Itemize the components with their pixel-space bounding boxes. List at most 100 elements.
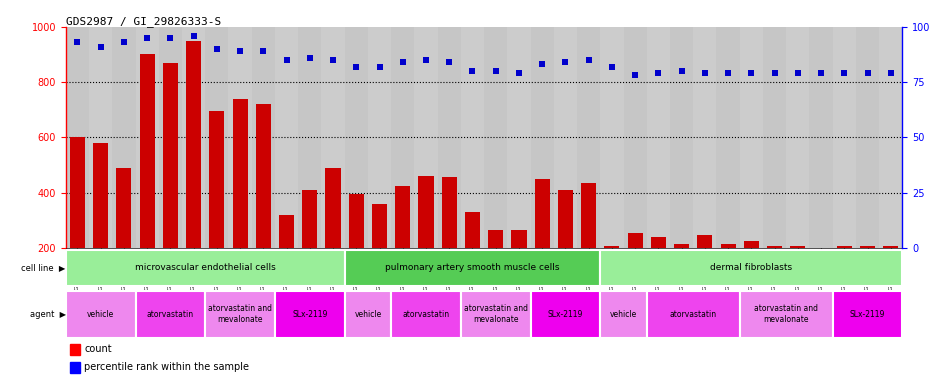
Bar — [693, 27, 716, 248]
Text: atorvastatin and
mevalonate: atorvastatin and mevalonate — [208, 305, 272, 324]
Bar — [325, 168, 340, 303]
Bar — [763, 27, 786, 248]
Bar — [70, 137, 85, 303]
Bar — [89, 27, 112, 248]
Bar — [368, 27, 391, 248]
Bar — [438, 27, 461, 248]
Bar — [117, 168, 132, 303]
Bar — [461, 27, 484, 248]
Bar — [647, 27, 670, 248]
Bar — [884, 247, 899, 303]
Bar — [349, 194, 364, 303]
Bar — [345, 250, 601, 286]
Bar — [530, 291, 601, 338]
Bar — [298, 27, 321, 248]
Bar — [70, 344, 80, 355]
Bar — [647, 291, 740, 338]
Bar — [740, 27, 763, 248]
Text: dermal fibroblasts: dermal fibroblasts — [711, 263, 792, 272]
Text: atorvastatin and
mevalonate: atorvastatin and mevalonate — [463, 305, 527, 324]
Text: SLx-2119: SLx-2119 — [850, 310, 885, 319]
Bar — [674, 244, 689, 303]
Bar — [182, 27, 205, 248]
Bar — [601, 250, 902, 286]
Bar — [321, 27, 345, 248]
Bar — [372, 204, 387, 303]
Bar — [601, 27, 623, 248]
Bar — [303, 190, 318, 303]
Bar — [740, 291, 833, 338]
Bar — [856, 27, 879, 248]
Bar — [66, 291, 135, 338]
Bar — [256, 104, 271, 303]
Bar — [66, 250, 345, 286]
Bar — [418, 176, 433, 303]
Text: GDS2987 / GI_29826333-S: GDS2987 / GI_29826333-S — [66, 16, 221, 27]
Bar — [205, 291, 274, 338]
Bar — [210, 111, 225, 303]
Text: atorvastatin: atorvastatin — [402, 310, 449, 319]
Bar — [833, 27, 856, 248]
Bar — [345, 27, 368, 248]
Bar — [813, 248, 829, 303]
Bar — [112, 27, 135, 248]
Bar — [252, 27, 274, 248]
Bar — [465, 212, 480, 303]
Bar — [767, 247, 782, 303]
Text: count: count — [85, 344, 112, 354]
Bar — [601, 291, 647, 338]
Text: cell line  ▶: cell line ▶ — [22, 263, 66, 272]
Bar — [604, 247, 619, 303]
Bar — [93, 143, 108, 303]
Bar — [670, 27, 694, 248]
Text: vehicle: vehicle — [354, 310, 382, 319]
Bar — [530, 27, 554, 248]
Text: atorvastatin: atorvastatin — [669, 310, 717, 319]
Bar — [442, 177, 457, 303]
Bar — [135, 291, 205, 338]
Bar — [557, 190, 573, 303]
Bar — [391, 27, 415, 248]
Bar — [860, 247, 875, 303]
Text: atorvastatin: atorvastatin — [147, 310, 194, 319]
Bar — [232, 99, 247, 303]
Bar — [159, 27, 182, 248]
Bar — [833, 291, 902, 338]
Text: pulmonary artery smooth muscle cells: pulmonary artery smooth muscle cells — [385, 263, 559, 272]
Bar — [623, 27, 647, 248]
Bar — [461, 291, 530, 338]
Bar — [484, 27, 508, 248]
Bar — [228, 27, 252, 248]
Bar — [721, 244, 736, 303]
Bar — [395, 185, 411, 303]
Text: vehicle: vehicle — [610, 310, 637, 319]
Bar — [535, 179, 550, 303]
Bar — [508, 27, 530, 248]
Bar — [415, 27, 438, 248]
Bar — [716, 27, 740, 248]
Bar — [163, 63, 178, 303]
Bar — [744, 241, 759, 303]
Bar — [581, 183, 596, 303]
Bar — [205, 27, 228, 248]
Text: SLx-2119: SLx-2119 — [548, 310, 583, 319]
Bar — [554, 27, 577, 248]
Bar — [66, 27, 89, 248]
Text: vehicle: vehicle — [87, 310, 115, 319]
Bar — [139, 55, 155, 303]
Bar — [274, 27, 298, 248]
Text: microvascular endothelial cells: microvascular endothelial cells — [134, 263, 275, 272]
Bar — [837, 247, 852, 303]
Bar — [391, 291, 461, 338]
Bar — [697, 235, 713, 303]
Bar — [511, 230, 526, 303]
Text: percentile rank within the sample: percentile rank within the sample — [85, 362, 249, 372]
Bar — [186, 41, 201, 303]
Bar — [786, 27, 809, 248]
Text: atorvastatin and
mevalonate: atorvastatin and mevalonate — [754, 305, 818, 324]
Bar — [650, 237, 666, 303]
Bar — [345, 291, 391, 338]
Bar — [70, 362, 80, 373]
Bar — [274, 291, 345, 338]
Bar — [628, 233, 643, 303]
